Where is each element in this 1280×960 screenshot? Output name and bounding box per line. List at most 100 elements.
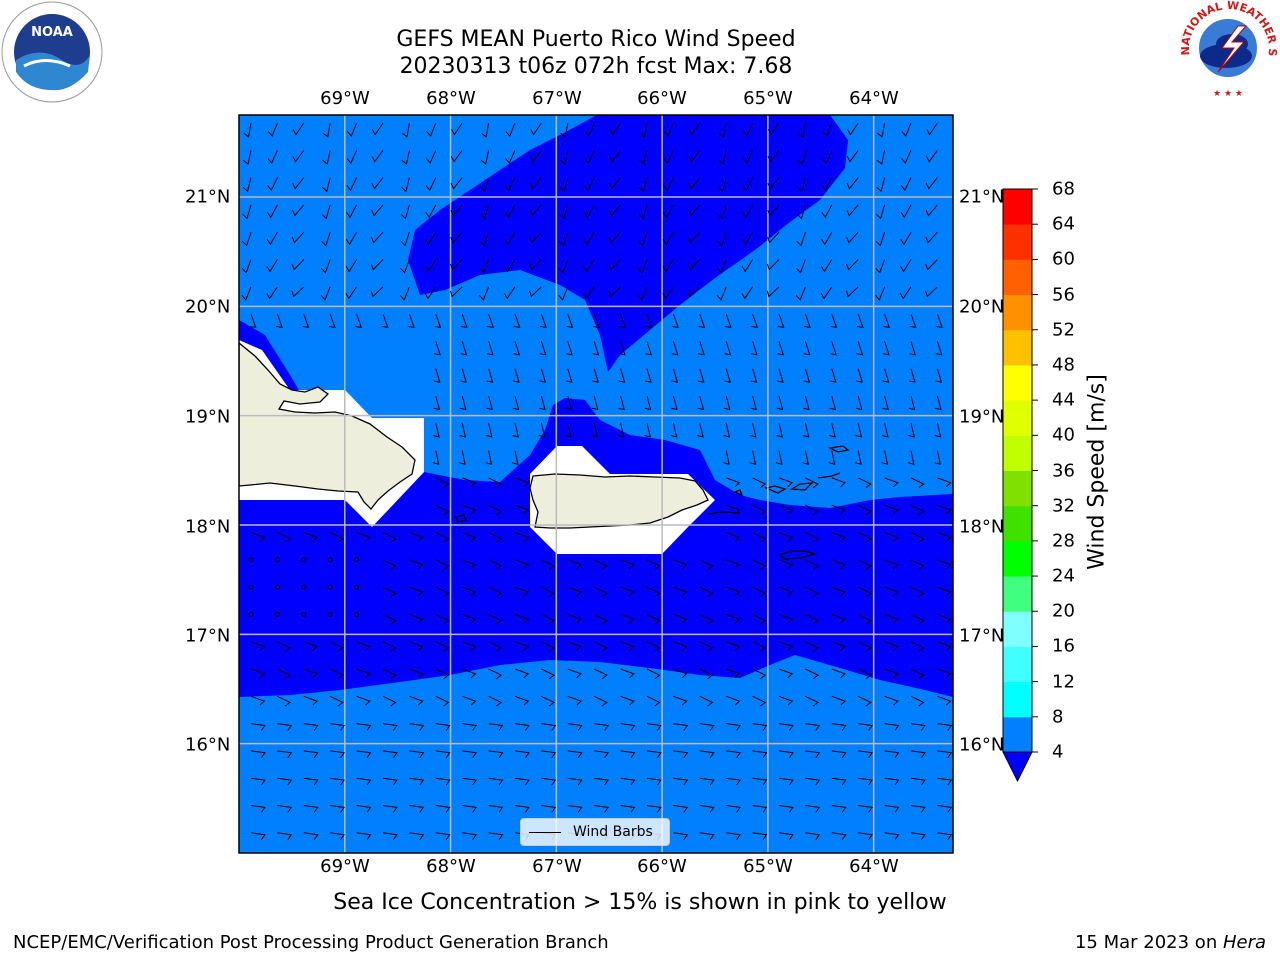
wind-barb [699,832,715,840]
wind-barb [541,613,555,625]
wind-barb [608,286,621,298]
wind-barb [292,204,305,217]
wind-barb [910,668,925,680]
wind-barb [400,232,410,247]
wind-barb [855,423,863,438]
wind-barb [687,231,701,244]
wind-barb [831,668,846,679]
colorbar-tick-label: 52 [1052,319,1075,341]
wind-barb [778,723,794,731]
wind-barb [688,150,701,163]
wind-barb [504,177,516,192]
colorbar-tick-label: 28 [1052,530,1075,552]
wind-barb [511,450,519,466]
wind-barb [292,122,305,136]
wind-barb [937,641,952,651]
wind-barb [250,532,266,542]
wind-barb [716,259,727,274]
lat-label: 17°N [959,625,1005,647]
lat-label: 16°N [185,734,231,756]
wind-barb [462,723,477,731]
wind-barb [908,423,915,438]
wind-barb [858,805,873,813]
wind-barb [846,231,859,244]
wind-barb [805,613,819,625]
wind-barb [743,122,754,137]
wind-barb [435,777,451,786]
wind-barb [726,532,741,542]
wind-barb [345,286,358,300]
wind-barb [488,477,503,489]
wind-barb [829,368,837,383]
wind-barb [382,723,398,731]
colorbar-segment [1003,681,1032,718]
wind-barb [699,641,714,652]
wind-barb [539,341,547,356]
legend-label: Wind Barbs [573,824,653,840]
wind-barb [355,313,363,328]
wind-barb [488,668,503,680]
wind-barb [594,777,609,786]
lon-label: 65°W [743,88,793,109]
wind-barb [673,777,689,786]
wind-barb [459,423,467,438]
wind-barb [267,150,278,165]
wind-barb [488,805,504,813]
wind-barb [382,559,397,570]
wind-barb [462,559,477,570]
wind-barb [937,668,952,679]
wind-barb [435,532,450,543]
wind-barb [488,750,504,759]
wind-barb [671,395,678,411]
wind-barb [935,341,943,356]
wind-barb [637,286,648,301]
wind-barb [356,750,372,759]
wind-barb [434,313,442,328]
wind-barb [778,805,794,813]
wind-barb [673,559,688,570]
wind-barb [347,122,358,137]
wind-barb [382,805,398,813]
wind-barb [620,641,635,651]
wind-barb [567,668,582,679]
wind-barb-calm [354,611,360,617]
wind-barb [884,613,899,624]
colorbar-tick-label: 36 [1052,460,1075,481]
wind-barb [937,695,952,706]
wind-barb [409,586,424,597]
wind-barb [752,613,767,625]
wind-barb [934,450,941,466]
wind-barb [663,150,674,165]
wind-barb [593,586,608,598]
wind-barb [346,150,358,165]
wind-barb [910,777,926,786]
wind-barb [565,423,572,438]
wind-barb [320,286,331,301]
wind-barb [381,313,389,328]
wind-barb [514,695,530,706]
wind-barb [486,368,494,383]
wind-barb [752,777,768,786]
wind-barb [434,341,441,356]
wind-barb [488,723,504,731]
wind-barb [726,477,741,488]
colorbar-tick-label: 20 [1052,600,1075,622]
wind-barb [382,586,397,598]
wind-barb-calm [301,557,307,563]
wind-barb [726,586,741,597]
hispaniola-land [239,342,416,510]
wind-barb [277,805,293,813]
wind-barb [802,450,809,466]
lat-label: 19°N [185,406,231,428]
wind-barb [488,777,504,786]
wind-barb [937,832,953,840]
colorbar-segment [1003,189,1032,225]
wind-barb [250,750,266,759]
colorbar-tick-label: 40 [1052,424,1075,446]
wind-barb [382,750,398,759]
wind-barb [409,695,424,706]
wind-barb [608,204,621,217]
wind-barb [673,805,689,813]
wind-barb [645,341,653,356]
wind-barb [433,423,440,438]
